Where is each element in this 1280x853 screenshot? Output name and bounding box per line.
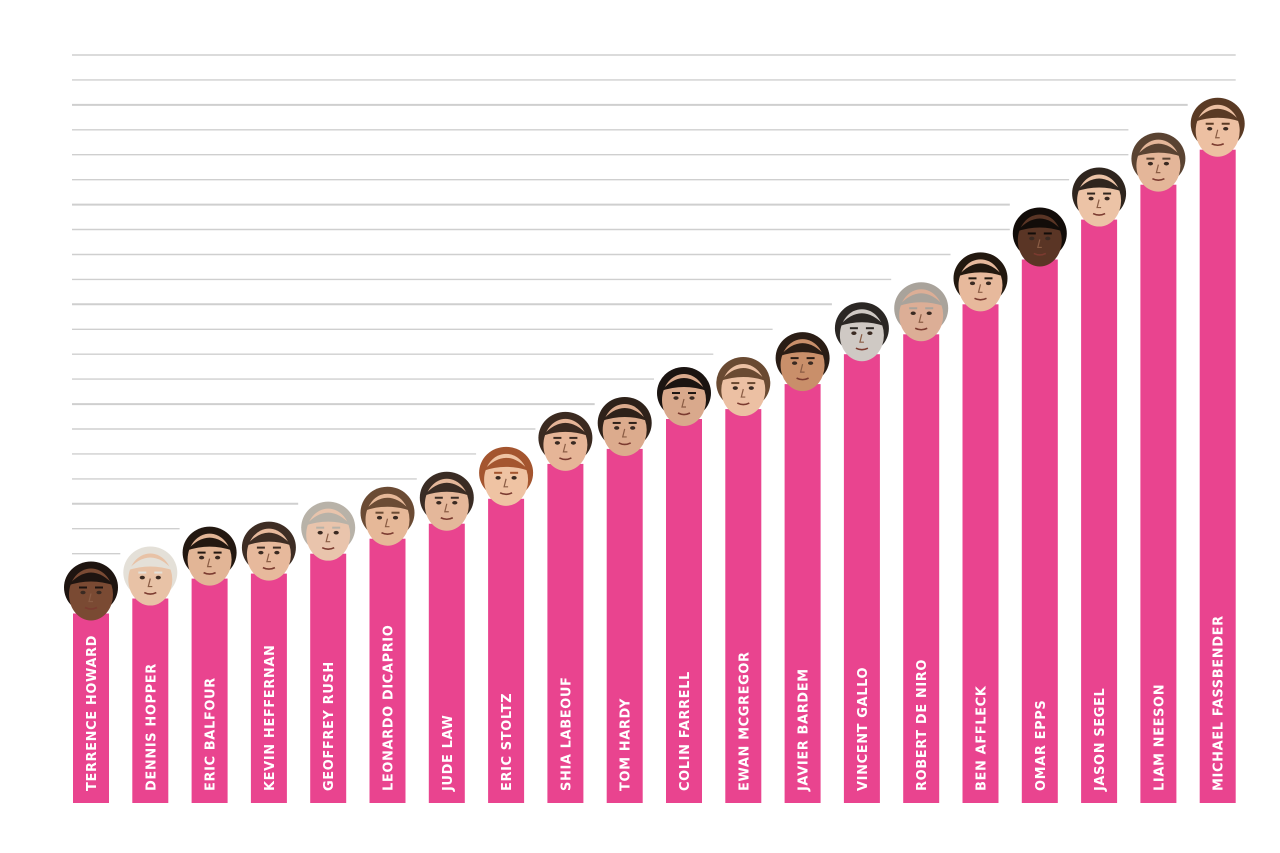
bar-label: JASON SEGEL — [1093, 688, 1108, 792]
gridlines — [72, 54, 1236, 555]
face-icon — [597, 396, 652, 456]
bar — [1081, 219, 1118, 804]
bar-label: KEVIN HEFFERNAN — [263, 645, 278, 792]
bar — [73, 613, 109, 803]
face-icon — [1012, 207, 1067, 267]
bar — [1021, 259, 1058, 803]
bar-label: EWAN MCGREGOR — [737, 651, 752, 791]
bar — [369, 538, 406, 803]
face-icon — [1190, 97, 1245, 157]
bar-label: JUDE LAW — [441, 715, 456, 793]
bars — [73, 149, 1236, 804]
face-icon — [241, 521, 296, 581]
bar — [428, 523, 465, 803]
bar-label: OMAR EPPS — [1034, 700, 1049, 791]
bar-label: GEOFFREY RUSH — [322, 661, 337, 791]
face-icon — [123, 546, 178, 606]
face-icon — [657, 367, 711, 427]
bar-label: ROBERT DE NIRO — [915, 659, 930, 791]
face-icon — [894, 282, 949, 342]
bar — [547, 463, 584, 803]
face-icon — [182, 526, 237, 586]
bar — [310, 553, 347, 803]
bar-label: VINCENT GALLO — [856, 667, 871, 791]
face-icon — [775, 332, 830, 392]
face-icon — [301, 501, 356, 561]
face-icon — [834, 302, 889, 362]
face-icon — [419, 471, 474, 531]
bar — [962, 304, 999, 803]
bar-label: TERRENCE HOWARD — [85, 635, 100, 791]
bar-label: COLIN FARRELL — [678, 671, 693, 791]
bar — [488, 498, 525, 803]
bar — [606, 448, 643, 803]
bar-label: LEONARDO DICAPRIO — [382, 625, 397, 791]
bar-label: ERIC BALFOUR — [204, 677, 219, 791]
bar-label: ERIC STOLTZ — [500, 693, 515, 791]
bar — [843, 354, 880, 803]
face-icon — [953, 252, 1008, 312]
bar — [1140, 184, 1177, 803]
bar-label: MICHAEL FASSBENDER — [1212, 615, 1227, 791]
faces — [64, 97, 1245, 621]
bar-label: JAVIER BARDEM — [797, 668, 812, 792]
bar-label: LIAM NEESON — [1152, 684, 1167, 791]
bar — [725, 409, 762, 803]
bar — [132, 598, 169, 803]
bar — [1199, 149, 1236, 803]
bar — [666, 419, 702, 803]
bar — [191, 578, 228, 803]
bar — [903, 334, 940, 803]
bar-label: TOM HARDY — [619, 698, 634, 791]
face-icon — [64, 561, 118, 621]
bar-label: DENNIS HOPPER — [144, 663, 159, 791]
face-icon — [1131, 132, 1186, 192]
face-icon — [538, 411, 593, 471]
bar-label: SHIA LABEOUF — [559, 677, 574, 792]
bar — [784, 384, 821, 803]
bar-labels: TERRENCE HOWARD DENNIS HOPPER ERIC BALFOUR… — [85, 615, 1227, 792]
face-icon — [716, 357, 771, 417]
face-icon — [1072, 167, 1127, 227]
face-icon — [360, 486, 415, 546]
bar — [250, 573, 287, 803]
bar-label: BEN AFFLECK — [975, 685, 990, 791]
face-icon — [479, 446, 534, 506]
